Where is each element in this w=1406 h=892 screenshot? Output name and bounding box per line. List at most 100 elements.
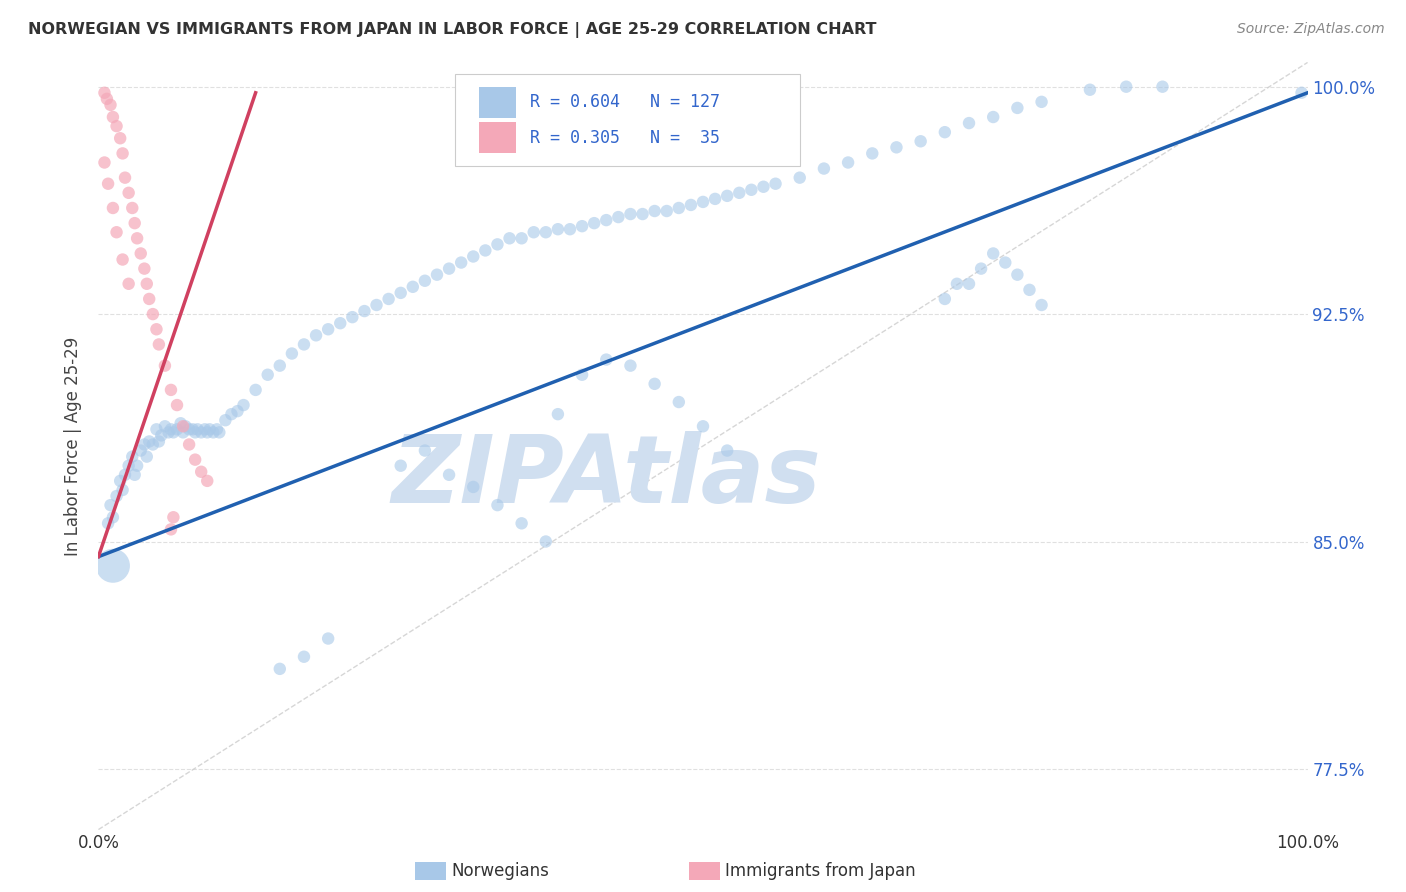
Point (644, 376, 666, 391)
Point (111, 146, 134, 161)
Point (114, 170, 136, 185)
Point (121, 201, 143, 215)
Point (716, 189, 738, 203)
Point (292, 649, 315, 664)
Point (437, 261, 460, 276)
Point (100, 98, 122, 112)
Point (181, 422, 204, 436)
Y-axis label: In Labor Force | Age 25-29: In Labor Force | Age 25-29 (65, 336, 83, 556)
Point (668, 395, 690, 409)
Bar (479, 122, 516, 153)
Point (256, 368, 278, 382)
Point (93, 155, 115, 169)
Point (153, 359, 176, 373)
Point (145, 422, 167, 436)
Point (547, 407, 569, 421)
Point (402, 280, 425, 294)
Point (205, 422, 228, 436)
Point (837, 155, 859, 169)
Text: R = 0.604   N = 127: R = 0.604 N = 127 (530, 94, 720, 112)
Point (486, 498, 509, 512)
Point (108, 131, 131, 145)
Point (981, 246, 1004, 260)
Point (679, 198, 702, 212)
Point (105, 489, 128, 503)
Point (668, 201, 690, 215)
Point (153, 419, 176, 434)
Point (728, 186, 751, 200)
Point (510, 231, 533, 245)
Point (162, 510, 184, 524)
Point (886, 140, 908, 154)
Point (148, 337, 170, 351)
Point (208, 425, 231, 440)
Point (101, 110, 124, 124)
Point (994, 255, 1017, 269)
Point (129, 246, 152, 260)
Point (174, 419, 197, 434)
Point (245, 383, 267, 397)
Point (789, 170, 811, 185)
Point (97, 516, 120, 531)
Point (145, 322, 167, 336)
Point (138, 434, 160, 449)
Point (127, 231, 149, 245)
Point (644, 204, 666, 219)
Point (740, 183, 762, 197)
Point (413, 274, 436, 288)
Point (558, 222, 581, 236)
Point (474, 244, 496, 258)
Point (198, 422, 221, 436)
Point (232, 398, 254, 412)
Point (169, 417, 191, 431)
Point (214, 413, 236, 427)
Text: Norwegians: Norwegians (451, 862, 550, 880)
Point (377, 292, 399, 306)
Point (547, 222, 569, 236)
Point (389, 458, 412, 473)
Point (486, 237, 509, 252)
Point (534, 225, 557, 239)
Point (134, 261, 156, 276)
Point (970, 261, 993, 276)
Point (134, 437, 156, 451)
Point (111, 252, 134, 267)
Point (595, 213, 617, 227)
Point (1007, 101, 1029, 115)
Point (172, 425, 194, 440)
Point (426, 268, 449, 282)
Point (631, 207, 654, 221)
Point (111, 483, 134, 497)
Point (105, 225, 128, 239)
Point (100, 498, 122, 512)
Point (316, 322, 339, 336)
Point (124, 467, 146, 482)
Point (184, 425, 207, 440)
Point (160, 383, 183, 397)
Point (114, 467, 136, 482)
Point (118, 458, 141, 473)
Point (135, 277, 157, 291)
Point (1031, 298, 1053, 312)
Point (166, 398, 188, 412)
Point (981, 110, 1004, 124)
Point (934, 125, 956, 139)
Point (1031, 95, 1053, 109)
Point (226, 404, 249, 418)
Point (413, 443, 436, 458)
Text: R = 0.305   N =  35: R = 0.305 N = 35 (530, 128, 720, 146)
Point (619, 207, 641, 221)
Point (118, 277, 141, 291)
Point (946, 277, 969, 291)
Point (135, 450, 157, 464)
Point (813, 161, 835, 176)
Point (860, 146, 883, 161)
Point (1152, 79, 1174, 94)
Point (692, 194, 714, 209)
Point (202, 425, 225, 440)
Point (342, 310, 364, 325)
Point (450, 255, 472, 269)
Point (138, 292, 160, 306)
Point (105, 119, 128, 133)
Point (179, 422, 201, 436)
